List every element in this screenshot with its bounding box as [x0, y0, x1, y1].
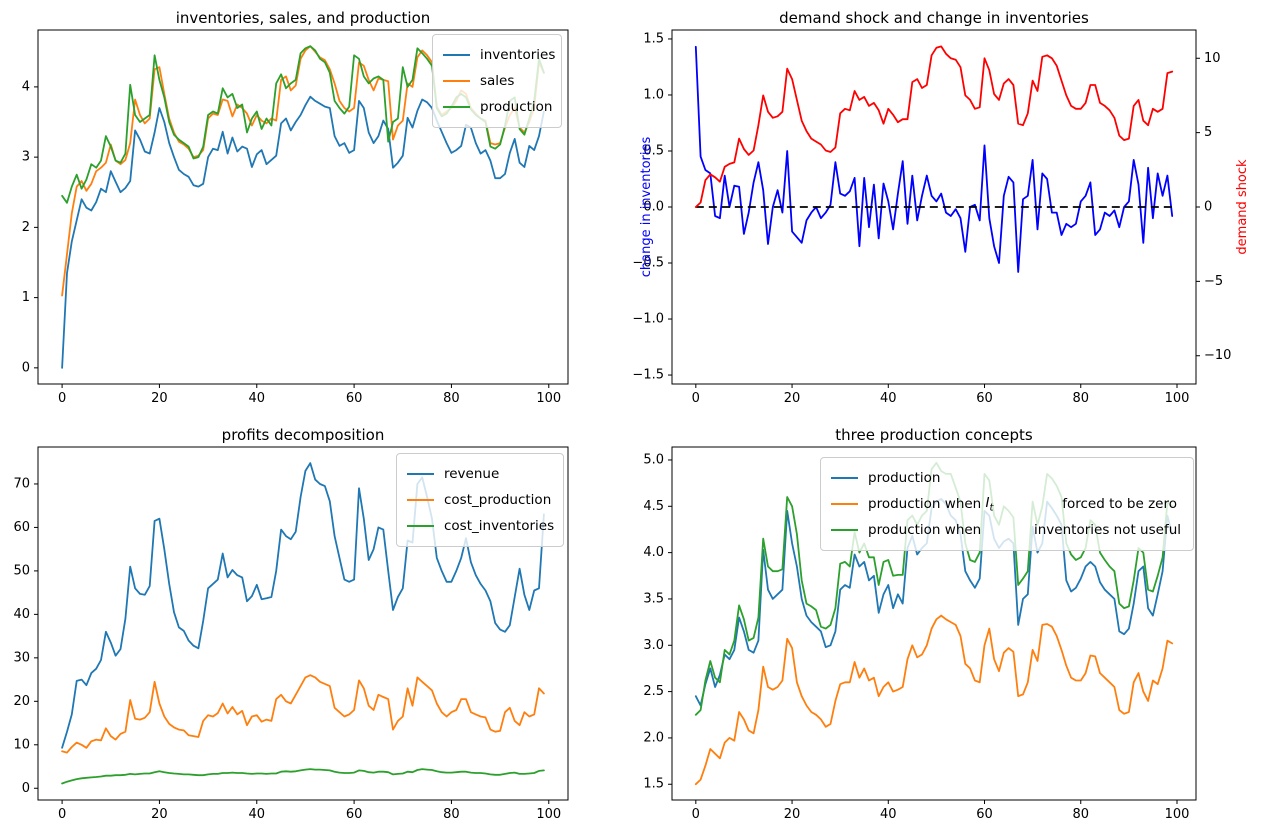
- svg-text:4: 4: [22, 79, 30, 94]
- svg-text:2.0: 2.0: [643, 730, 664, 745]
- legend-label: production: [868, 470, 941, 486]
- svg-text:−1.5: −1.5: [632, 368, 664, 383]
- legend-item: production: [443, 94, 553, 120]
- panel-title-inventories-sales-production: inventories, sales, and production: [175, 9, 431, 27]
- svg-text:30: 30: [13, 650, 30, 665]
- legend-item: inventories: [443, 42, 555, 68]
- svg-text:10: 10: [13, 737, 30, 752]
- panel-title-three-production-concepts: three production concepts: [835, 426, 1033, 444]
- svg-text:20: 20: [151, 391, 168, 406]
- svg-text:20: 20: [13, 694, 30, 709]
- svg-text:0: 0: [692, 391, 700, 406]
- svg-text:1.0: 1.0: [643, 87, 664, 102]
- svg-text:20: 20: [784, 807, 801, 822]
- svg-text:100: 100: [1165, 391, 1190, 406]
- svg-text:60: 60: [346, 807, 363, 822]
- svg-text:0.0: 0.0: [643, 200, 664, 215]
- svg-text:20: 20: [784, 391, 801, 406]
- svg-text:−10: −10: [1204, 348, 1231, 363]
- svg-text:20: 20: [151, 807, 168, 822]
- production-line-swatch: [831, 477, 858, 479]
- svg-text:0: 0: [692, 807, 700, 822]
- svg-text:−0.5: −0.5: [632, 256, 664, 271]
- svg-text:80: 80: [1072, 391, 1089, 406]
- legend-label: cost_production: [444, 492, 552, 508]
- svg-text:60: 60: [346, 391, 363, 406]
- legend-item: cost_inventories: [407, 513, 555, 539]
- left-axis-label-change-in-inventories: change in inventories: [639, 136, 654, 278]
- svg-text:1.5: 1.5: [643, 777, 664, 792]
- svg-text:80: 80: [443, 391, 460, 406]
- svg-text:0: 0: [58, 391, 66, 406]
- svg-text:100: 100: [1165, 807, 1190, 822]
- svg-text:40: 40: [13, 607, 30, 622]
- cost-production-line-swatch: [407, 499, 434, 501]
- svg-text:80: 80: [1072, 807, 1089, 822]
- legend-item: sales: [443, 68, 551, 94]
- production-line-swatch: [443, 106, 470, 108]
- svg-text:3.0: 3.0: [643, 638, 664, 653]
- panel-title-demand-shock: demand shock and change in inventories: [779, 9, 1089, 27]
- legend-profits-decomposition: revenue cost_production cost_inventories: [396, 453, 564, 547]
- legend-item: production when inventories not useful: [831, 517, 1183, 543]
- legend-label: production when: [868, 496, 986, 512]
- svg-text:0: 0: [58, 807, 66, 822]
- legend-label: cost_inventories: [444, 518, 555, 534]
- legend-item: revenue: [407, 461, 553, 487]
- revenue-line-swatch: [407, 473, 434, 475]
- svg-text:100: 100: [536, 391, 561, 406]
- svg-text:0.5: 0.5: [643, 143, 664, 158]
- svg-text:40: 40: [880, 807, 897, 822]
- svg-text:0: 0: [1204, 200, 1212, 215]
- svg-text:60: 60: [13, 520, 30, 535]
- svg-text:1.5: 1.5: [643, 31, 664, 46]
- svg-text:5: 5: [1204, 125, 1212, 140]
- legend-label: inventories not useful: [1034, 522, 1181, 538]
- svg-text:100: 100: [536, 807, 561, 822]
- svg-text:1: 1: [22, 290, 30, 305]
- svg-text:70: 70: [13, 476, 30, 491]
- svg-text:80: 80: [443, 807, 460, 822]
- legend-label: sales: [480, 73, 515, 89]
- svg-text:2: 2: [22, 220, 30, 235]
- svg-text:3.5: 3.5: [643, 591, 664, 606]
- legend-label: revenue: [444, 466, 500, 482]
- legend-label: forced to be zero: [1062, 496, 1177, 512]
- svg-text:40: 40: [248, 391, 265, 406]
- legend-label: inventories: [480, 47, 556, 63]
- math-symbol-It: It: [985, 494, 994, 514]
- svg-text:4.0: 4.0: [643, 545, 664, 560]
- legend-three-production-concepts: production production when It forced to …: [820, 457, 1194, 551]
- legend-label: production when: [868, 522, 982, 538]
- svg-text:5.0: 5.0: [643, 452, 664, 467]
- svg-text:60: 60: [976, 807, 993, 822]
- sales-line-swatch: [443, 80, 470, 82]
- legend-inventories-sales-production: inventories sales production: [432, 34, 562, 128]
- svg-text:10: 10: [1204, 51, 1221, 66]
- svg-text:−1.0: −1.0: [632, 312, 664, 327]
- svg-text:50: 50: [13, 563, 30, 578]
- legend-item: production: [831, 465, 1183, 491]
- production-zero-inventories-line-swatch: [831, 503, 858, 505]
- inventories-line-swatch: [443, 54, 470, 56]
- svg-text:−5: −5: [1204, 274, 1223, 289]
- cost-inventories-line-swatch: [407, 525, 434, 527]
- legend-item: cost_production: [407, 487, 553, 513]
- legend-item: production when It forced to be zero: [831, 491, 1183, 517]
- right-axis-label-demand-shock: demand shock: [1235, 159, 1250, 255]
- svg-text:2.5: 2.5: [643, 684, 664, 699]
- svg-text:0: 0: [22, 360, 30, 375]
- svg-text:3: 3: [22, 150, 30, 165]
- svg-text:60: 60: [976, 391, 993, 406]
- svg-text:40: 40: [880, 391, 897, 406]
- legend-label: production: [480, 99, 553, 115]
- svg-text:4.5: 4.5: [643, 499, 664, 514]
- panel-title-profits-decomposition: profits decomposition: [221, 426, 385, 444]
- production-no-useful-inventories-line-swatch: [831, 529, 858, 531]
- svg-text:0: 0: [22, 781, 30, 796]
- svg-text:40: 40: [248, 807, 265, 822]
